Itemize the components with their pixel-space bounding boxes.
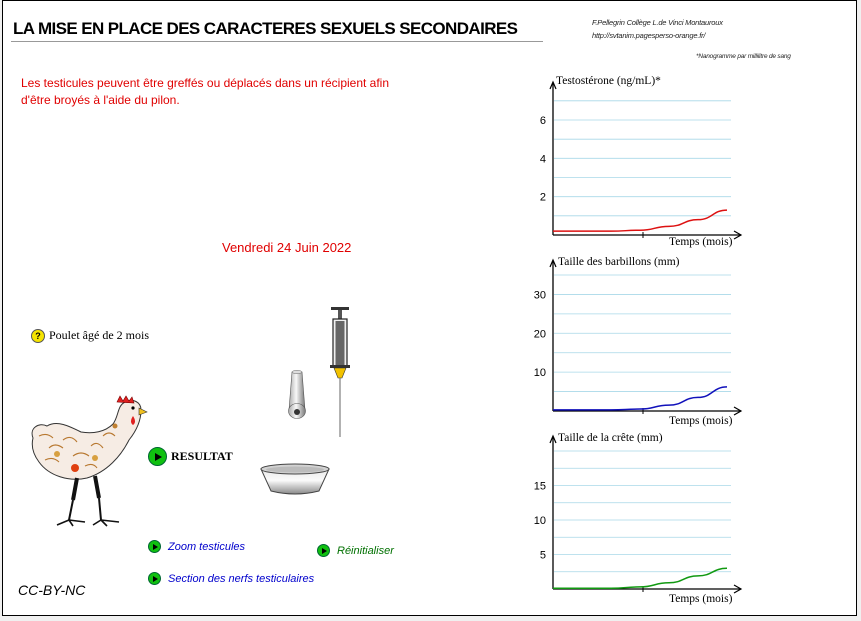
chart-xlabel: Temps (mois): [669, 593, 733, 605]
barbillons-chart-plot: 10 20 30: [534, 258, 743, 416]
play-icon: [148, 540, 161, 553]
y-tick-label: 5: [540, 550, 546, 562]
play-icon: [148, 572, 161, 585]
intro-text: Les testicules peuvent être greffés ou d…: [21, 76, 390, 107]
chart-title: Taille de la crête (mm): [558, 432, 663, 444]
page-title: LA MISE EN PLACE DES CARACTERES SEXUELS …: [13, 19, 518, 38]
license-label: CC-BY-NC: [18, 582, 86, 598]
source-url[interactable]: http://svtanim.pagesperso-orange.fr/: [592, 31, 706, 40]
chicken-illustration[interactable]: [29, 395, 154, 528]
y-tick-label: 10: [534, 515, 546, 527]
current-date: Vendredi 24 Juin 2022: [222, 240, 352, 255]
syringe-icon[interactable]: [328, 305, 352, 439]
resultat-button[interactable]: RESULTAT: [148, 447, 233, 466]
reset-label: Réinitialiser: [337, 544, 394, 557]
x-axis-arrow: [733, 406, 743, 416]
reset-button[interactable]: Réinitialiser: [317, 544, 394, 557]
pestle-icon[interactable]: [286, 370, 308, 420]
y-tick-label: 4: [540, 153, 546, 165]
data-line: [552, 386, 728, 411]
y-axis-arrow: [549, 258, 557, 268]
x-axis-arrow: [733, 230, 743, 240]
zoom-testicules-label: Zoom testicules: [168, 540, 246, 553]
y-tick-label: 10: [534, 367, 546, 379]
author-credit: F.Pellegrin Collège L.de Vinci Montaurou…: [592, 18, 723, 27]
testosterone-chart-plot: 2 4 6: [540, 80, 743, 240]
bowl-icon[interactable]: [259, 461, 331, 497]
y-tick-label: 15: [534, 481, 546, 493]
chicken-age-info: ? Poulet âgé de 2 mois: [31, 328, 149, 343]
play-icon: [148, 447, 167, 466]
x-axis-arrow: [733, 584, 743, 594]
resultat-label: RESULTAT: [171, 449, 233, 463]
title-divider: [11, 41, 543, 42]
chart-title: Taille des barbillons (mm): [558, 256, 680, 268]
crete-chart-plot: 5 10 15: [534, 434, 743, 594]
chart-xlabel: Temps (mois): [669, 236, 733, 248]
y-axis-arrow: [549, 80, 557, 90]
chicken-age-label: Poulet âgé de 2 mois: [49, 328, 149, 342]
help-icon[interactable]: ?: [31, 328, 45, 343]
y-tick-label: 30: [534, 289, 546, 301]
chart-title: Testostérone (ng/mL)*: [556, 75, 661, 87]
zoom-testicules-link[interactable]: Zoom testicules: [148, 540, 245, 553]
play-icon: [317, 544, 330, 557]
data-line: [553, 567, 728, 590]
y-axis-arrow: [549, 434, 557, 444]
y-tick-label: 6: [540, 115, 546, 127]
nerve-section-link[interactable]: Section des nerfs testiculaires: [148, 572, 314, 585]
unit-footnote: *Nanogramme par millilitre de sang: [696, 53, 791, 60]
y-tick-label: 2: [540, 192, 546, 204]
nerve-section-label: Section des nerfs testiculaires: [168, 572, 315, 585]
y-tick-label: 20: [534, 328, 546, 340]
chart-xlabel: Temps (mois): [669, 415, 733, 427]
data-line: [553, 209, 728, 232]
